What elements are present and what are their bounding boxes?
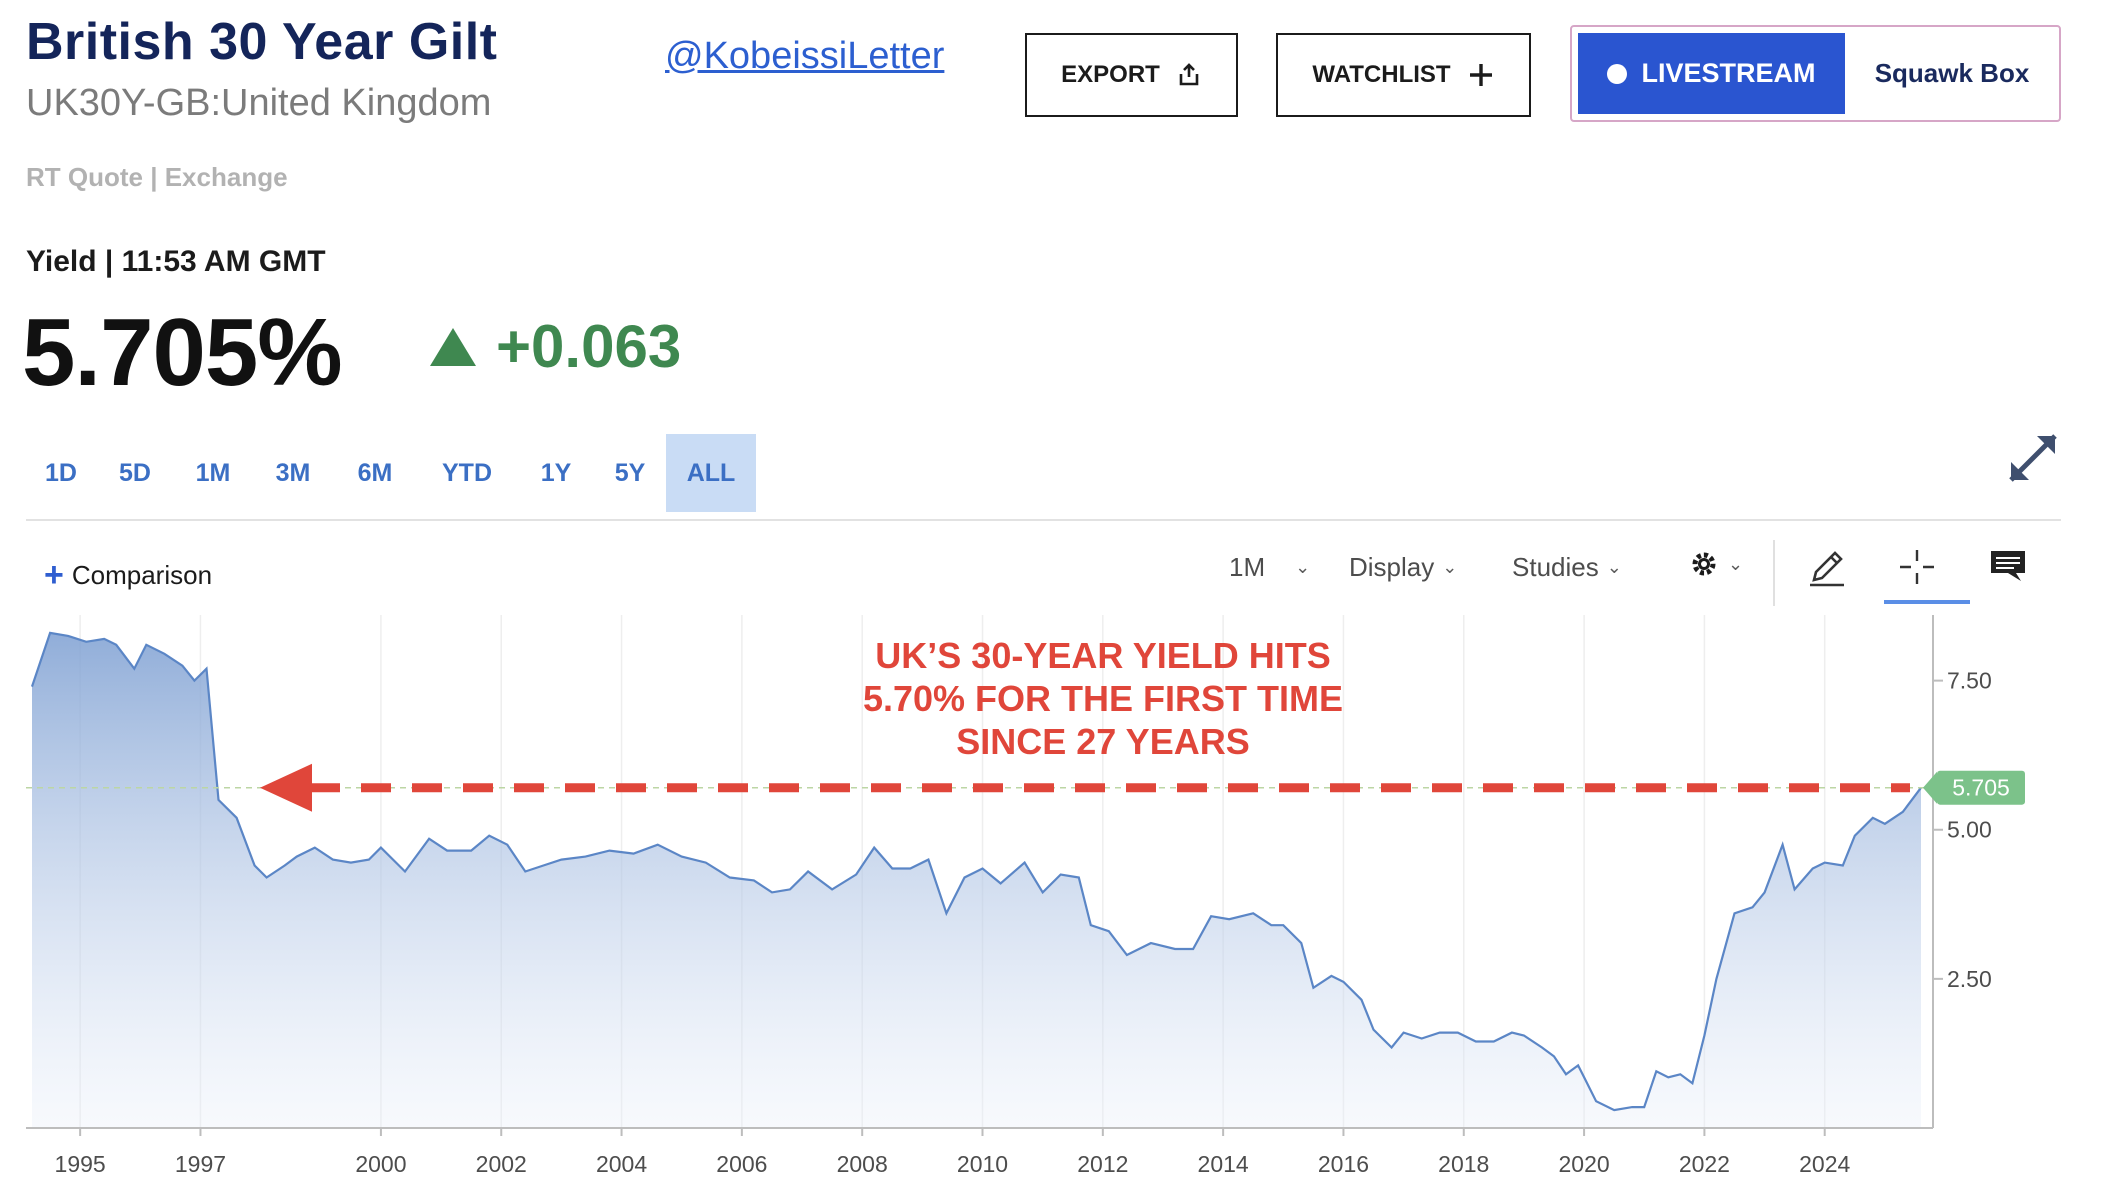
x-tick-label: 2008 bbox=[837, 1151, 888, 1177]
quote-source: RT Quote | Exchange bbox=[26, 162, 288, 192]
crosshair-icon[interactable] bbox=[1896, 546, 1938, 588]
price-change: +0.063 bbox=[430, 312, 681, 381]
range-6m[interactable]: 6M bbox=[357, 458, 393, 487]
watchlist-button[interactable]: WATCHLIST bbox=[1276, 33, 1531, 117]
chevron-down-icon: ⌄ bbox=[1442, 557, 1458, 577]
chevron-down-icon: ⌄ bbox=[1606, 557, 1622, 577]
x-tick-label: 1997 bbox=[175, 1151, 226, 1177]
comparison-button[interactable]: + Comparison bbox=[44, 558, 212, 592]
x-tick-label: 2010 bbox=[957, 1151, 1008, 1177]
last-value-badge-pointer bbox=[1923, 771, 1937, 804]
studies-label: Studies bbox=[1512, 552, 1599, 582]
annotation-text-line: SINCE 27 YEARS bbox=[956, 721, 1249, 762]
range-3m[interactable]: 3M bbox=[275, 458, 311, 487]
livestream-group: LIVESTREAM Squawk Box bbox=[1570, 25, 2061, 122]
x-tick-label: 1995 bbox=[55, 1151, 106, 1177]
toolbar-separator bbox=[1773, 540, 1775, 606]
share-icon bbox=[1179, 63, 1199, 86]
plus-icon: + bbox=[44, 556, 64, 594]
section-divider bbox=[26, 519, 2061, 521]
x-tick-label: 2016 bbox=[1318, 1151, 1369, 1177]
x-tick-label: 2002 bbox=[476, 1151, 527, 1177]
last-value-label: 5.705 bbox=[1952, 775, 2010, 801]
interval-dropdown[interactable]: 1M ⌄ bbox=[1229, 552, 1310, 583]
range-1d[interactable]: 1D bbox=[45, 458, 77, 487]
yield-timestamp: Yield | 11:53 AM GMT bbox=[26, 245, 326, 278]
y-tick-label: 2.50 bbox=[1947, 966, 1992, 992]
y-tick-label: 7.50 bbox=[1947, 668, 1992, 694]
annotation-text-line: UK’S 30-YEAR YIELD HITS bbox=[875, 635, 1330, 676]
comparison-label: Comparison bbox=[71, 559, 213, 590]
display-label: Display bbox=[1349, 552, 1435, 582]
x-tick-label: 2012 bbox=[1077, 1151, 1128, 1177]
last-value-badge bbox=[1937, 770, 2025, 805]
display-dropdown[interactable]: Display ⌄ bbox=[1349, 552, 1457, 583]
symbol-subtitle: UK30Y-GB:United Kingdom bbox=[26, 82, 492, 124]
export-button[interactable]: EXPORT bbox=[1025, 33, 1238, 117]
settings-dropdown[interactable]: ⌄ bbox=[1688, 548, 1743, 580]
annotation-arrow-head bbox=[260, 763, 312, 812]
author-handle: @KobeissiLetter bbox=[665, 35, 945, 77]
annotation-text-line: 5.70% FOR THE FIRST TIME bbox=[863, 678, 1343, 719]
range-5y[interactable]: 5Y bbox=[614, 458, 646, 487]
x-tick-label: 2024 bbox=[1799, 1151, 1850, 1177]
range-5d[interactable]: 5D bbox=[119, 458, 151, 487]
x-tick-label: 2000 bbox=[355, 1151, 406, 1177]
yield-chart: 1995 1997 2000 2002 2004 2006 2008 2010 2012 2014… bbox=[26, 615, 2025, 1177]
expand-icon[interactable] bbox=[2005, 430, 2061, 486]
range-all[interactable]: ALL bbox=[666, 434, 756, 512]
x-tick-label: 2006 bbox=[716, 1151, 767, 1177]
gear-icon bbox=[1692, 552, 1716, 576]
squawk-box-link[interactable]: Squawk Box bbox=[1874, 58, 2030, 88]
studies-dropdown[interactable]: Studies ⌄ bbox=[1512, 552, 1622, 583]
chevron-down-icon: ⌄ bbox=[1728, 553, 1744, 574]
pencil-icon[interactable] bbox=[1806, 546, 1848, 588]
livestream-label: LIVESTREAM bbox=[1641, 58, 1816, 88]
livestream-button[interactable]: LIVESTREAM bbox=[1578, 33, 1845, 114]
x-tick-label: 2018 bbox=[1438, 1151, 1489, 1177]
last-price: 5.705% bbox=[22, 299, 343, 406]
watchlist-label: WATCHLIST bbox=[1312, 61, 1451, 88]
plus-icon bbox=[1469, 64, 1492, 86]
up-arrow-icon bbox=[430, 327, 476, 366]
export-label: EXPORT bbox=[1061, 61, 1160, 88]
range-1y[interactable]: 1Y bbox=[540, 458, 572, 487]
page-title: British 30 Year Gilt bbox=[26, 13, 498, 71]
comment-icon[interactable] bbox=[1988, 548, 2028, 584]
x-tick-label: 2022 bbox=[1679, 1151, 1730, 1177]
range-selector: 1D 5D 1M 3M 6M YTD 1Y 5Y ALL bbox=[26, 434, 756, 512]
active-tool-indicator bbox=[1884, 600, 1970, 604]
interval-label: 1M bbox=[1229, 552, 1266, 582]
range-ytd[interactable]: YTD bbox=[442, 458, 492, 487]
x-tick-label: 2020 bbox=[1558, 1151, 1609, 1177]
x-tick-label: 2014 bbox=[1198, 1151, 1249, 1177]
chevron-down-icon: ⌄ bbox=[1295, 557, 1311, 577]
series-area bbox=[32, 632, 1921, 1128]
change-value: +0.063 bbox=[496, 313, 682, 380]
x-tick-label: 2004 bbox=[596, 1151, 647, 1177]
live-dot-icon bbox=[1607, 63, 1628, 84]
series-line bbox=[30, 631, 1922, 1112]
range-1m[interactable]: 1M bbox=[195, 458, 231, 487]
y-tick-label: 5.00 bbox=[1947, 817, 1992, 843]
